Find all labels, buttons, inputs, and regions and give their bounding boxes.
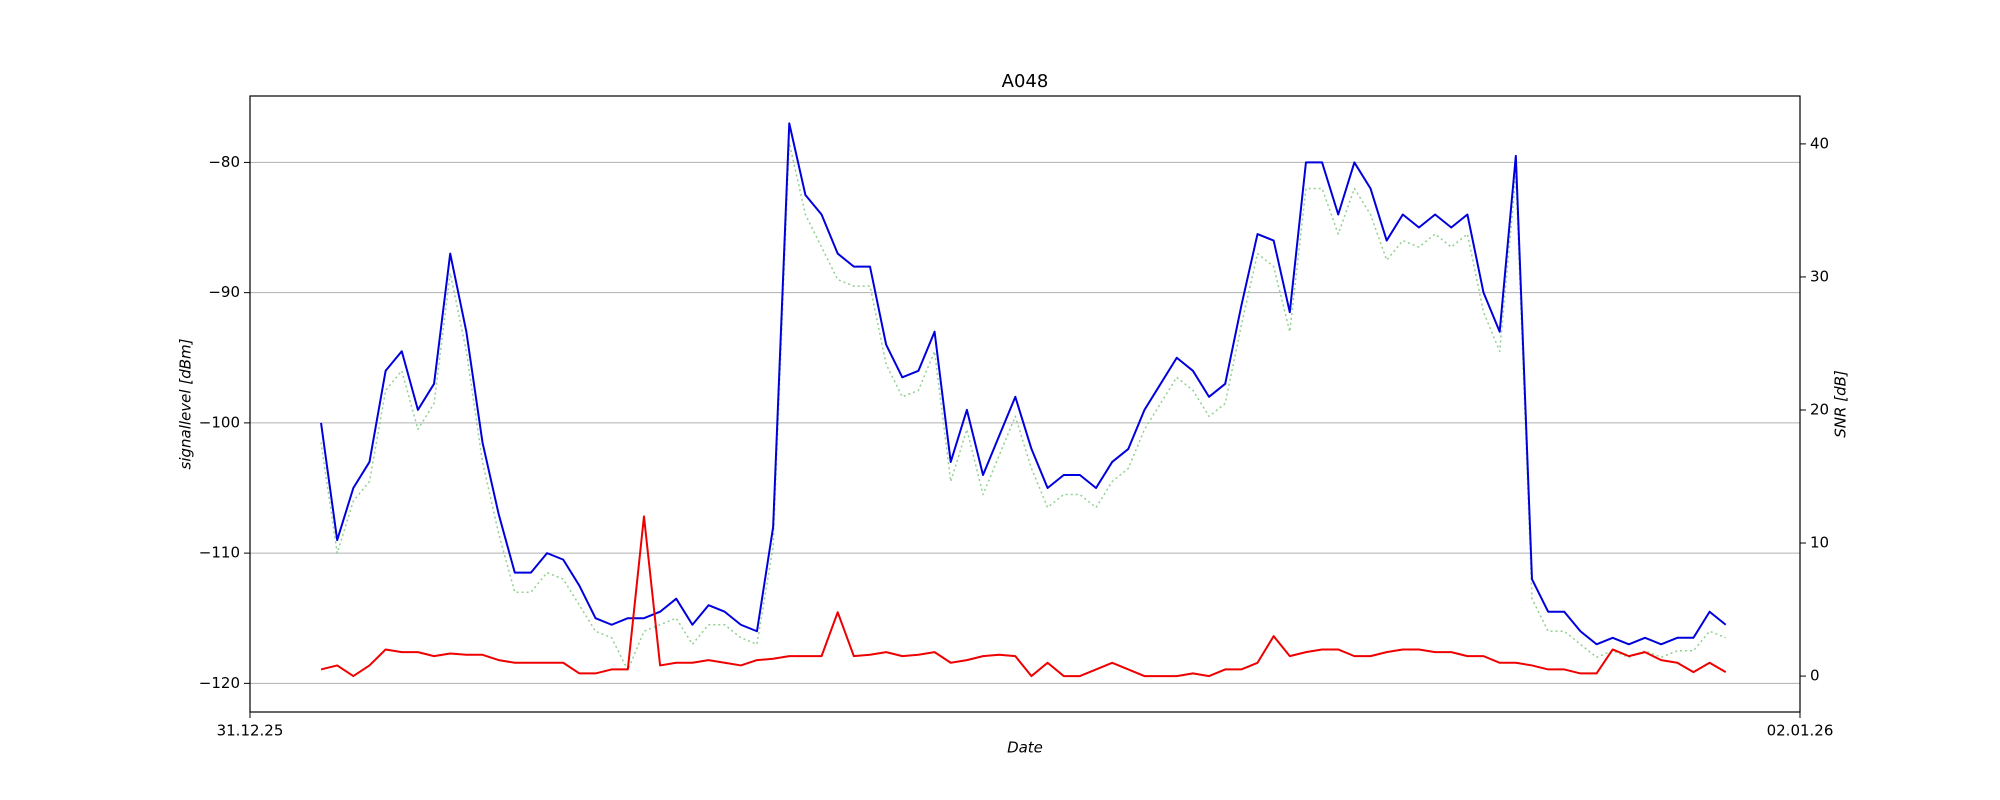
y-tick-label: −110 <box>199 544 240 562</box>
chart-title: A048 <box>1002 71 1049 92</box>
y-tick-label: −100 <box>199 413 240 431</box>
y2-axis-label: SNR [dB] <box>1832 370 1850 438</box>
y2-tick-label: 0 <box>1810 667 1820 685</box>
y-tick-label: −120 <box>199 674 240 692</box>
y2-tick-label: 10 <box>1810 534 1829 552</box>
y-axis-label: signallevel [dBm] <box>177 338 195 469</box>
y2-tick-label: 30 <box>1810 267 1829 285</box>
series-line <box>320 515 1727 678</box>
x-tick-label: 02.01.26 <box>1767 722 1834 740</box>
y-tick-label: −80 <box>208 153 240 171</box>
plot-area <box>250 122 1800 684</box>
y2-tick-label: 20 <box>1810 400 1829 418</box>
x-tick-label: 31.12.25 <box>217 722 284 740</box>
x-axis-label: Date <box>1007 739 1043 757</box>
y-tick-label: −90 <box>208 283 240 301</box>
series-line <box>320 122 1727 646</box>
y2-tick-label: 40 <box>1810 134 1829 152</box>
axes-frame <box>249 95 1801 713</box>
